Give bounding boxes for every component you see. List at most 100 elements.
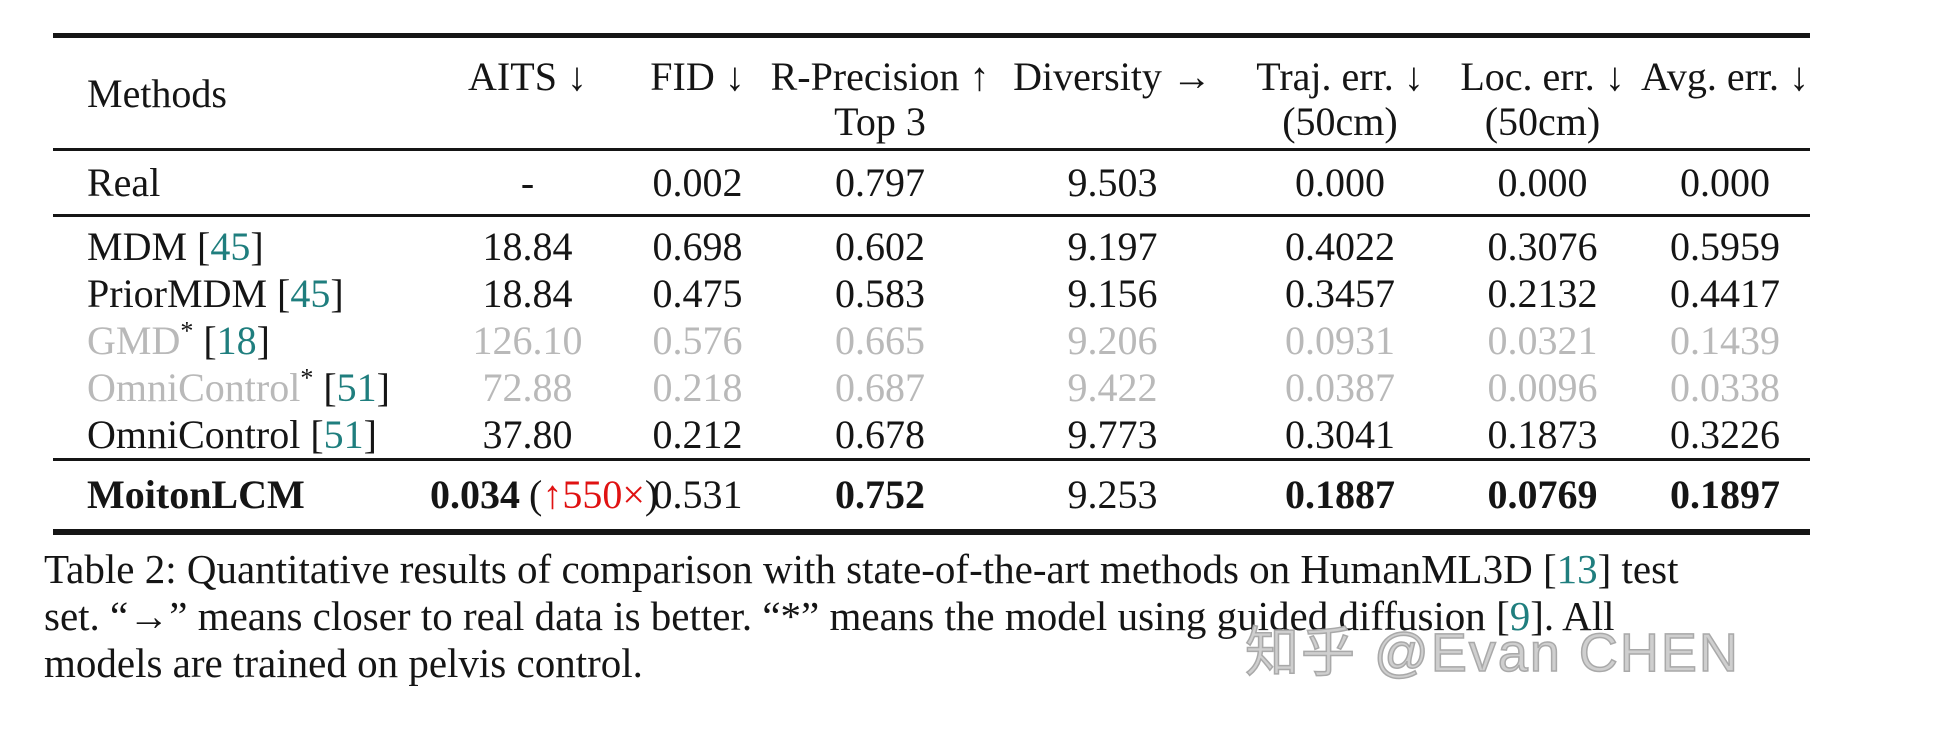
caption-text: Table 2: Quantitative results of compari… — [44, 546, 1543, 592]
header-avg-err-sub — [1640, 100, 1810, 144]
method-name: PriorMDM — [87, 271, 268, 316]
cell-avg-err: 0.5959 — [1670, 224, 1780, 269]
header-avg-err: Avg. err. ↓ — [1640, 36, 1810, 150]
cell-diversity: 9.206 — [1067, 318, 1158, 363]
header-traj-err: Traj. err. ↓ (50cm) — [1235, 36, 1445, 150]
citation-ref: 45 — [210, 224, 251, 269]
header-rprecision-label: R-Precision ↑ — [770, 54, 990, 99]
cell-rprecision: 0.583 — [835, 271, 925, 316]
header-diversity: Diversity → — [990, 36, 1235, 150]
cell-avg-err: 0.1439 — [1670, 318, 1780, 363]
citation-bracket: ] — [376, 365, 390, 410]
caption-line-1: Table 2: Quantitative results of compari… — [44, 546, 1934, 593]
citation-ref: 13 — [1556, 546, 1598, 592]
cell-fid: 0.212 — [652, 412, 743, 457]
cell-loc-err: 0.000 — [1445, 148, 1640, 217]
cell-avg-err: 0.3226 — [1670, 412, 1780, 457]
header-traj-err-sub: (50cm) — [1282, 99, 1398, 144]
cell-avg-err: 0.000 — [1640, 148, 1810, 217]
header-diversity-sub — [990, 100, 1235, 144]
method-cell: OmniControl* [51] — [53, 364, 430, 411]
cell-fid: 0.218 — [652, 365, 743, 410]
method-name: GMD — [87, 318, 181, 363]
header-methods: Methods — [53, 36, 430, 150]
cell-fid: 0.576 — [652, 318, 743, 363]
row-omnicontrol-guided: OmniControl* [51] 72.88 0.218 0.687 9.422… — [53, 364, 1810, 411]
cell-rprecision: 0.687 — [835, 365, 925, 410]
cell-traj-err: 0.000 — [1235, 148, 1445, 217]
method-name: Real — [87, 160, 161, 205]
row-real: Real - 0.002 0.797 9.503 0.000 0.000 0.0… — [53, 148, 1810, 217]
cell-diversity: 9.197 — [1067, 224, 1158, 269]
cell-traj-err: 0.0931 — [1285, 318, 1395, 363]
cell-rprecision: 0.678 — [835, 412, 925, 457]
cell-loc-err: 0.0321 — [1487, 318, 1598, 363]
method-cell: Real — [53, 148, 430, 217]
citation-ref: 45 — [290, 271, 331, 316]
caption-line-2: set. “→” means closer to real data is be… — [44, 593, 1934, 640]
method-cell: GMD* [18] — [53, 317, 430, 364]
header-traj-err-label: Traj. err. ↓ — [1256, 54, 1424, 99]
caption-text: set. “→” means closer to real data is be… — [44, 593, 1497, 639]
header-row: Methods AITS ↓ FID ↓ R-Precision ↑ Top 3… — [53, 36, 1810, 150]
cell-loc-err: 0.3076 — [1487, 224, 1598, 269]
row-motionlcm: MoitonLCM 0.034 (↑550×) 0.531 0.752 9.253… — [53, 458, 1810, 532]
cell-avg-err: 0.4417 — [1670, 271, 1780, 316]
guided-star: * — [300, 363, 314, 393]
method-name: MDM — [87, 224, 188, 269]
method-cell: OmniControl [51] — [53, 411, 430, 460]
citation-ref: 51 — [336, 365, 377, 410]
speedup-value: ↑550× — [542, 472, 645, 518]
cell-fid: 0.698 — [652, 224, 743, 269]
table-caption: Table 2: Quantitative results of compari… — [44, 546, 1934, 687]
caption-text: . All — [1543, 593, 1615, 639]
cell-avg-err: 0.1897 — [1640, 458, 1810, 532]
row-priormdm: PriorMDM [45] 18.84 0.475 0.583 9.156 0.3… — [53, 270, 1810, 317]
cell-traj-err: 0.4022 — [1285, 224, 1395, 269]
guided-star: * — [180, 316, 194, 346]
header-fid: FID ↓ — [625, 36, 770, 150]
header-aits-sub — [430, 100, 625, 144]
cell-loc-err: 0.0769 — [1445, 458, 1640, 532]
header-rprecision: R-Precision ↑ Top 3 — [770, 36, 990, 150]
header-aits-label: AITS ↓ — [468, 54, 587, 99]
cell-fid: 0.475 — [652, 271, 743, 316]
header-methods-label: Methods — [87, 70, 227, 116]
cell-aits: 18.84 — [482, 271, 573, 316]
cell-rprecision: 0.797 — [770, 148, 990, 217]
cell-fid: 0.531 — [625, 458, 770, 532]
citation-ref: 18 — [216, 318, 257, 363]
caption-line-3: models are trained on pelvis control. — [44, 640, 1934, 687]
cell-loc-err: 0.1873 — [1487, 412, 1598, 457]
header-loc-err-sub: (50cm) — [1484, 99, 1601, 144]
cell-aits: 0.034 (↑550×) — [430, 458, 658, 532]
cell-aits: - — [430, 148, 625, 217]
citation-bracket: [ — [1496, 593, 1510, 639]
citation-bracket: [ — [1542, 546, 1557, 592]
cell-loc-err: 0.2132 — [1487, 271, 1598, 316]
cell-rprecision: 0.602 — [835, 224, 925, 269]
citation-bracket: ] — [330, 271, 344, 316]
header-fid-sub — [625, 100, 770, 144]
caption-text: test — [1611, 546, 1679, 592]
cell-rprecision: 0.665 — [835, 318, 925, 363]
cell-diversity: 9.253 — [990, 458, 1235, 532]
speedup-paren: ( — [529, 472, 543, 518]
citation-bracket: [ — [323, 365, 337, 410]
zhihu-watermark: 知乎 @Evan CHEN — [1244, 622, 1740, 684]
header-diversity-label: Diversity → — [1013, 54, 1212, 99]
method-cell: MoitonLCM — [53, 458, 430, 532]
citation-bracket: [ — [310, 412, 324, 457]
cell-aits: 18.84 — [482, 224, 573, 269]
citation-bracket: ] — [1597, 546, 1612, 592]
cell-traj-err: 0.3457 — [1285, 271, 1395, 316]
caption-text: models are trained on pelvis control. — [44, 640, 643, 686]
header-loc-err-label: Loc. err. ↓ — [1460, 54, 1625, 99]
method-cell: PriorMDM [45] — [53, 270, 430, 317]
cell-loc-err: 0.0096 — [1487, 365, 1598, 410]
aits-value: 0.034 — [430, 472, 520, 518]
header-fid-label: FID ↓ — [650, 54, 745, 99]
method-name: OmniControl — [87, 365, 301, 410]
citation-bracket: [ — [197, 224, 211, 269]
